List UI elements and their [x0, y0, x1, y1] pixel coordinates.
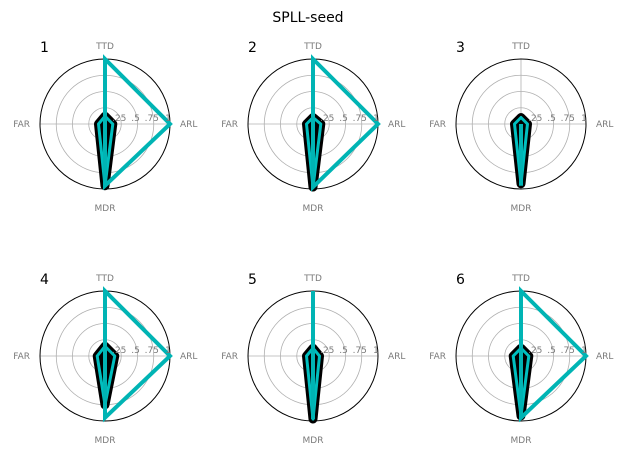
radial-tick-label: .25 — [320, 114, 334, 124]
radial-tick-label: .25 — [112, 114, 126, 124]
envelope-series — [311, 54, 381, 192]
radial-tick-label: .75 — [145, 346, 159, 356]
radar-panel-2: .25 .5 .75 1 TTD ARL MDR FAR 2 — [221, 40, 405, 214]
radial-tick-label: 1 — [581, 114, 587, 124]
axis-label-ttd: TTD — [95, 274, 114, 284]
radial-tick-label: .25 — [528, 346, 542, 356]
axis-label-ttd: TTD — [95, 42, 114, 52]
radar-panel-5: .25 .5 .75 1 TTD ARL MDR FAR 5 — [221, 272, 405, 446]
radial-tick-label: .75 — [561, 346, 575, 356]
axis-label-far: FAR — [13, 120, 30, 130]
panel-number: 6 — [456, 272, 465, 288]
radial-tick-label: .5 — [131, 114, 140, 124]
axis-label-arl: ARL — [596, 352, 613, 362]
radial-tick-label: .25 — [112, 346, 126, 356]
axis-label-arl: ARL — [388, 120, 405, 130]
radial-tick-label: .75 — [561, 114, 575, 124]
axis-label-mdr: MDR — [303, 436, 324, 446]
panel-number: 4 — [40, 272, 49, 288]
radar-panel-1: .25 .5 .75 1 TTD ARL MDR FAR 1 — [13, 40, 197, 214]
radial-tick-label: .25 — [528, 114, 542, 124]
panel-number: 2 — [248, 40, 257, 56]
axis-label-mdr: MDR — [511, 204, 532, 214]
radial-tick-label: .5 — [339, 346, 348, 356]
panel-number: 5 — [248, 272, 257, 288]
radial-tick-label: 1 — [165, 114, 171, 124]
radar-panel-6: .25 .5 .75 1 TTD ARL MDR FAR 6 — [429, 272, 613, 446]
radar-panel-4: .25 .5 .75 1 TTD ARL MDR FAR 4 — [13, 272, 197, 446]
radial-tick-label: .5 — [547, 346, 556, 356]
radial-tick-label: 1 — [581, 346, 587, 356]
axis-label-mdr: MDR — [95, 436, 116, 446]
radial-tick-label: 1 — [373, 114, 379, 124]
axis-label-mdr: MDR — [95, 204, 116, 214]
radial-tick-label: .5 — [339, 114, 348, 124]
axis-label-ttd: TTD — [303, 42, 322, 52]
envelope-series — [103, 54, 173, 191]
radar-panels: .25 .5 .75 1 TTD ARL MDR FAR 1 .25 .5 .75 1 TTD ARL MDR… — [13, 40, 613, 446]
radial-tick-label: 1 — [165, 346, 171, 356]
axis-label-ttd: TTD — [303, 274, 322, 284]
envelope-series — [519, 286, 589, 423]
radial-tick-label: .25 — [320, 346, 334, 356]
axis-label-far: FAR — [221, 352, 238, 362]
panel-number: 1 — [40, 40, 49, 56]
radial-tick-label: 1 — [373, 346, 379, 356]
radial-tick-label: .75 — [353, 346, 367, 356]
axis-label-far: FAR — [429, 352, 446, 362]
axis-label-ttd: TTD — [511, 274, 530, 284]
envelope-series — [103, 286, 173, 423]
radial-tick-label: .5 — [131, 346, 140, 356]
axis-label-arl: ARL — [180, 120, 197, 130]
axis-label-mdr: MDR — [511, 436, 532, 446]
axis-label-mdr: MDR — [303, 204, 324, 214]
radial-tick-label: .5 — [547, 114, 556, 124]
radar-panel-3: .25 .5 .75 1 TTD ARL MDR FAR 3 — [429, 40, 613, 214]
figure-title: SPLL-seed — [272, 10, 343, 26]
axis-label-far: FAR — [221, 120, 238, 130]
axis-label-far: FAR — [429, 120, 446, 130]
axis-label-arl: ARL — [180, 352, 197, 362]
radial-tick-label: .75 — [353, 114, 367, 124]
axis-label-arl: ARL — [596, 120, 613, 130]
radial-tick-label: .75 — [145, 114, 159, 124]
axis-label-arl: ARL — [388, 352, 405, 362]
outer-ring — [455, 58, 587, 190]
axis-label-ttd: TTD — [511, 42, 530, 52]
axis-label-far: FAR — [13, 352, 30, 362]
panel-number: 3 — [456, 40, 465, 56]
